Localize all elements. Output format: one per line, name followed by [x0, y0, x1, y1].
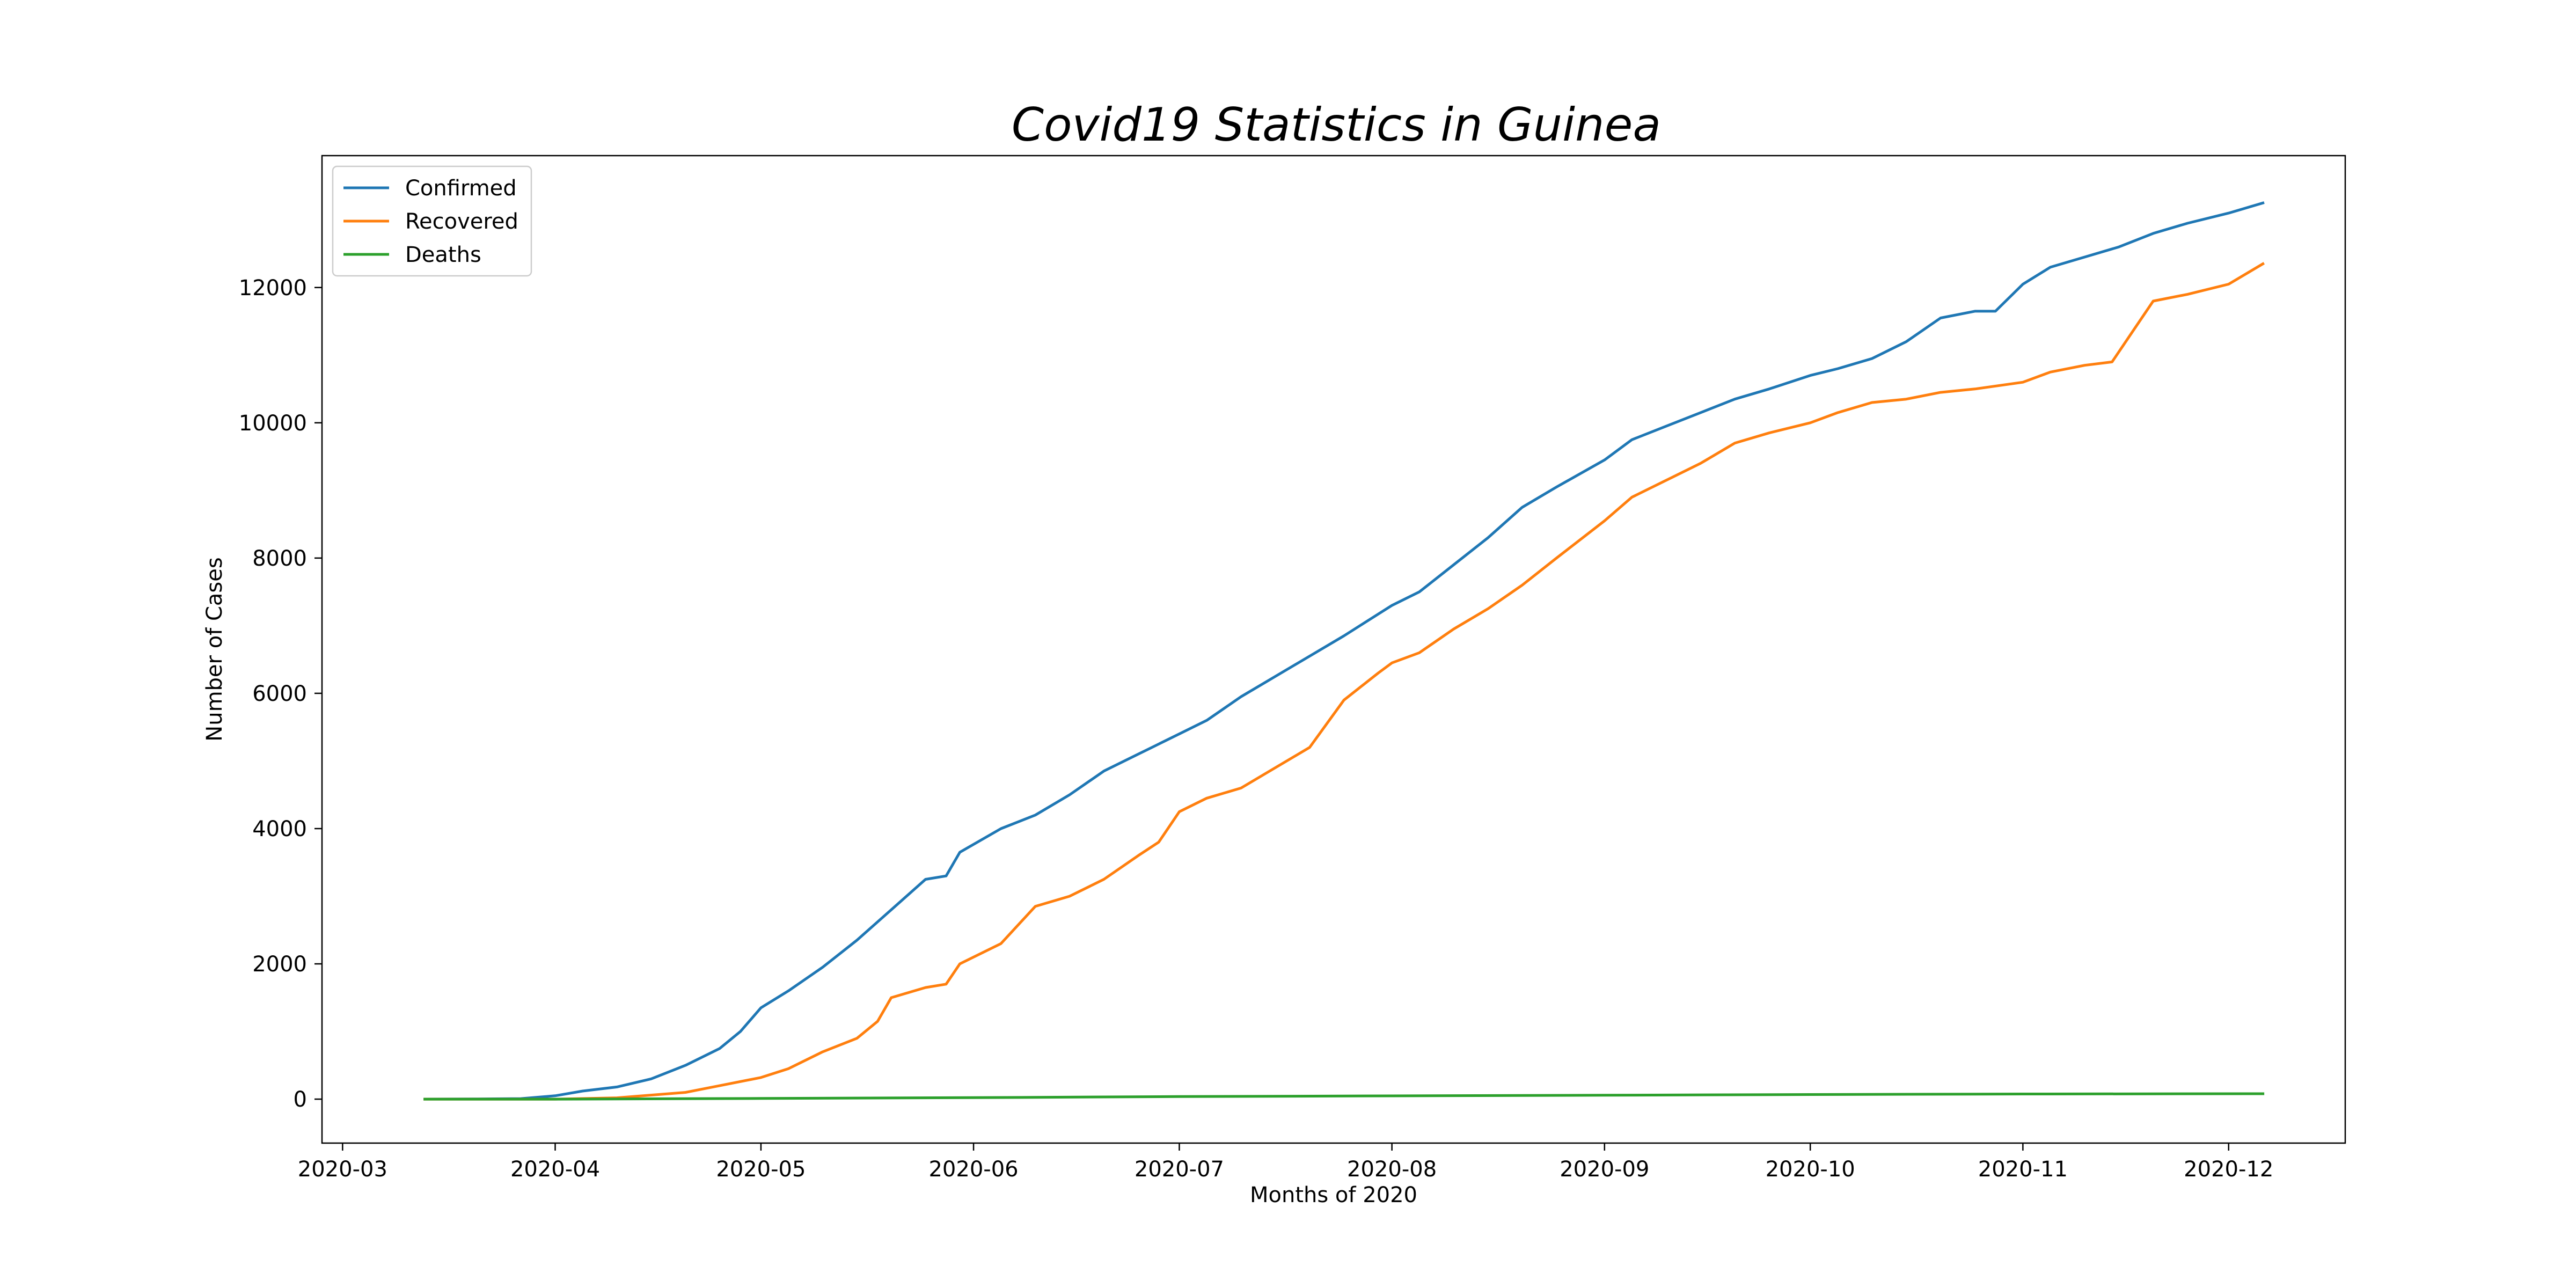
x-tick-label: 2020-08: [1347, 1157, 1437, 1182]
x-tick-label: 2020-03: [298, 1157, 387, 1182]
x-tick-label: 2020-04: [510, 1157, 600, 1182]
y-tick-label: 10000: [239, 411, 307, 436]
legend-box: [332, 165, 532, 277]
y-axis: 0 2000 4000 6000 8000 10000 12000: [239, 276, 322, 1112]
plot-area: [423, 201, 2265, 1101]
series-line-recovered: [423, 262, 2265, 1101]
x-tick-label: 2020-12: [2184, 1157, 2273, 1182]
x-tick-label: 2020-07: [1135, 1157, 1224, 1182]
x-tick-label: 2020-10: [1766, 1157, 1855, 1182]
y-tick-label: 2000: [252, 952, 307, 977]
y-tick-label: 0: [294, 1087, 307, 1112]
y-axis-label: Number of Cases: [202, 557, 227, 741]
x-tick-label: 2020-09: [1560, 1157, 1649, 1182]
legend-label-confirmed: Confirmed: [405, 176, 517, 201]
legend-label-deaths: Deaths: [405, 243, 481, 267]
series-line-deaths: [423, 1092, 2265, 1101]
x-axis-label: Months of 2020: [1250, 1183, 1417, 1208]
x-tick-label: 2020-06: [928, 1157, 1018, 1182]
legend: Confirmed Recovered Deaths: [332, 165, 532, 277]
legend-label-recovered: Recovered: [405, 209, 518, 234]
series-line-confirmed: [423, 201, 2265, 1101]
chart-title: Covid19 Statistics in Guinea: [1012, 98, 1661, 152]
x-tick-label: 2020-11: [1978, 1157, 2068, 1182]
x-axis: 2020-03 2020-04 2020-05 2020-06 2020-07 2020-…: [298, 1143, 2273, 1182]
y-tick-label: 6000: [252, 682, 307, 706]
y-tick-label: 12000: [239, 276, 307, 301]
y-tick-label: 4000: [252, 817, 307, 841]
y-tick-label: 8000: [252, 546, 307, 571]
x-tick-label: 2020-05: [716, 1157, 806, 1182]
axes-frame: [321, 155, 2346, 1144]
